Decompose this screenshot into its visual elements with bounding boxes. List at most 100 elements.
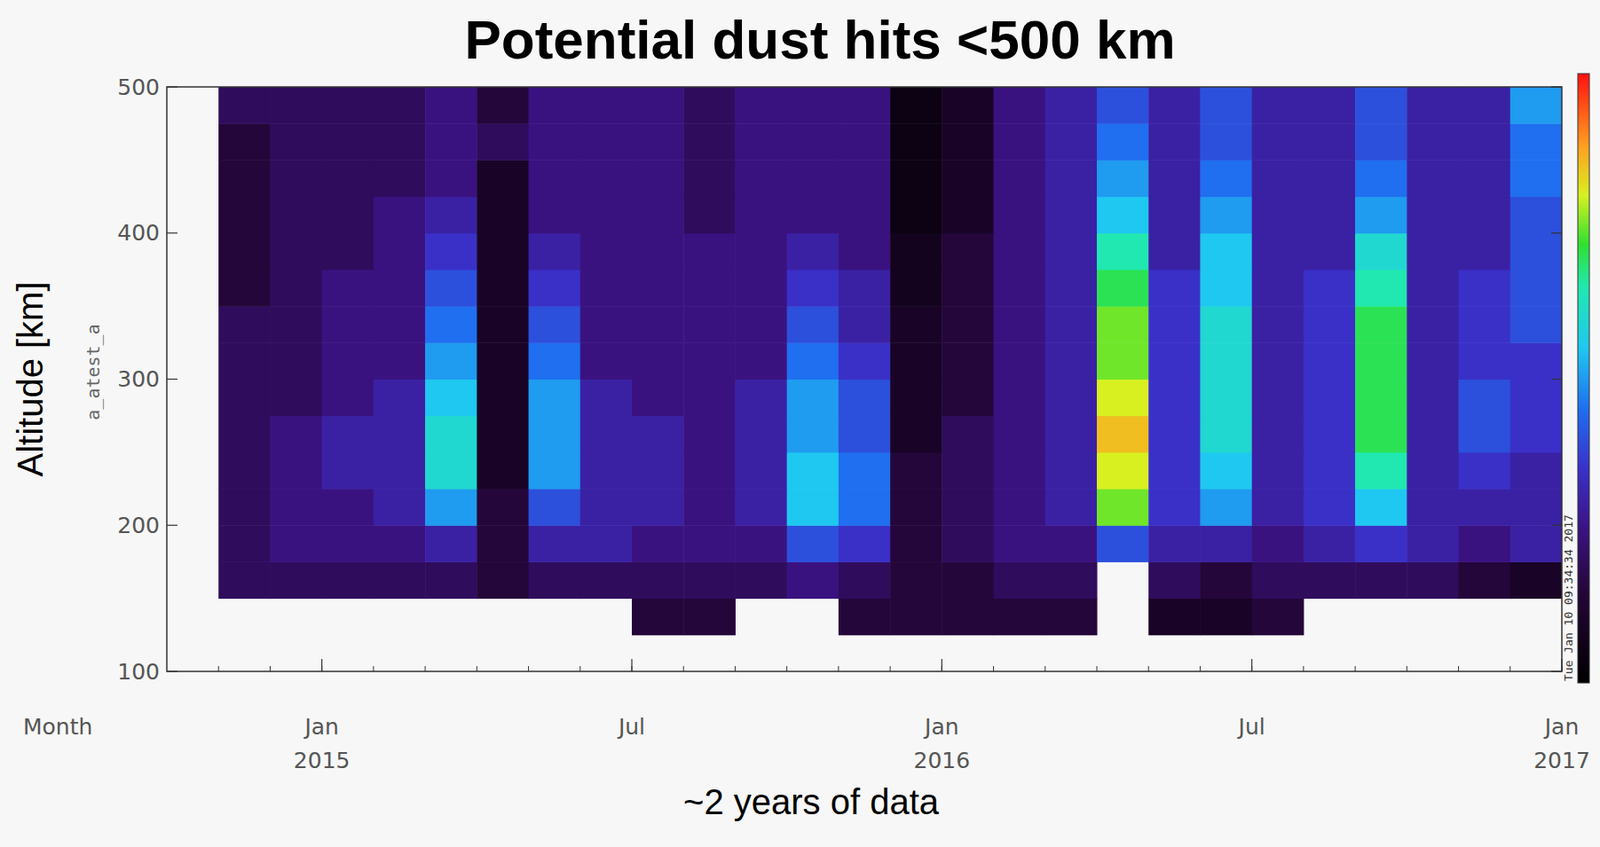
cell [476,561,529,600]
cell [1458,416,1512,454]
cell [1045,197,1098,235]
cell [1510,525,1562,563]
cell [941,452,994,490]
cell [1096,379,1150,418]
cell [373,159,426,198]
cell [1199,86,1253,125]
y-axis-subtitle: a_atest_a [82,323,104,420]
cell [218,197,271,235]
cell [373,452,426,490]
cell [683,416,736,454]
cell [993,342,1047,380]
cell [890,123,943,161]
cell [1510,488,1562,527]
cell [1406,197,1459,235]
cell [476,306,529,344]
cell [941,416,994,454]
cell [1148,488,1201,527]
cell [838,488,891,527]
cell [993,379,1047,418]
cell [734,159,788,198]
cell [631,452,685,490]
x-tick [941,659,943,672]
cell [787,159,840,198]
cell [1303,197,1356,235]
cell [890,561,943,600]
cell [838,123,891,161]
cell [1303,452,1356,490]
x-minor-tick [941,666,943,672]
x-minor-tick [1406,666,1408,672]
cell [1252,488,1305,527]
cell [425,379,478,418]
cell [1252,525,1305,563]
cell [1355,452,1408,490]
cell [269,86,323,125]
cell [1148,306,1201,344]
cell [890,269,943,308]
cell [1045,159,1098,198]
cell [993,306,1047,344]
cell [1510,86,1562,125]
cell [631,86,685,125]
cell [218,561,271,600]
cell [838,197,891,235]
y-tick [166,378,178,380]
cell [1355,159,1408,198]
cell [476,197,529,235]
cell [1458,86,1512,125]
cell [734,379,788,418]
cell [1406,416,1459,454]
cell [1303,306,1356,344]
x-tick-label-line: Jan [922,714,960,741]
cell [941,159,994,198]
cell [1096,233,1150,271]
cell [1510,197,1562,235]
cell [476,86,529,125]
cell [1510,379,1562,418]
cell [476,342,529,380]
x-minor-tick [734,666,736,672]
cell [528,379,582,418]
cell [1045,269,1098,308]
cell [1510,561,1562,600]
cell [1096,269,1150,308]
cell [631,525,685,563]
cell [631,416,685,454]
x-axis-header: Month [23,714,93,741]
cell [476,525,529,563]
x-tick-label: Jan2017 [1533,714,1591,774]
cell [838,525,891,563]
x-tick-label: Jul [1237,714,1266,741]
cell [322,561,375,600]
cell [683,379,736,418]
x-minor-tick [1096,666,1098,672]
cell [1148,197,1201,235]
cell [269,197,323,235]
cell [269,488,323,527]
cell [269,379,323,418]
cell [1303,342,1356,380]
cell [890,233,943,271]
cell [528,269,582,308]
cell [683,488,736,527]
cell [1199,561,1253,600]
cell [787,561,840,600]
cell [838,452,891,490]
x-tick-label: Jul [616,714,646,741]
cell [734,342,788,380]
cell [1045,123,1098,161]
x-minor-tick [528,666,529,672]
cell [993,86,1047,125]
x-tick-label-line: 2017 [1533,748,1591,774]
cell [1406,452,1459,490]
cell [1252,452,1305,490]
cell [941,525,994,563]
cell [218,306,271,344]
cell [1148,599,1201,637]
y-tick [1551,86,1562,87]
cell [373,306,426,344]
cell [683,269,736,308]
cell [631,342,685,380]
cell [838,561,891,600]
